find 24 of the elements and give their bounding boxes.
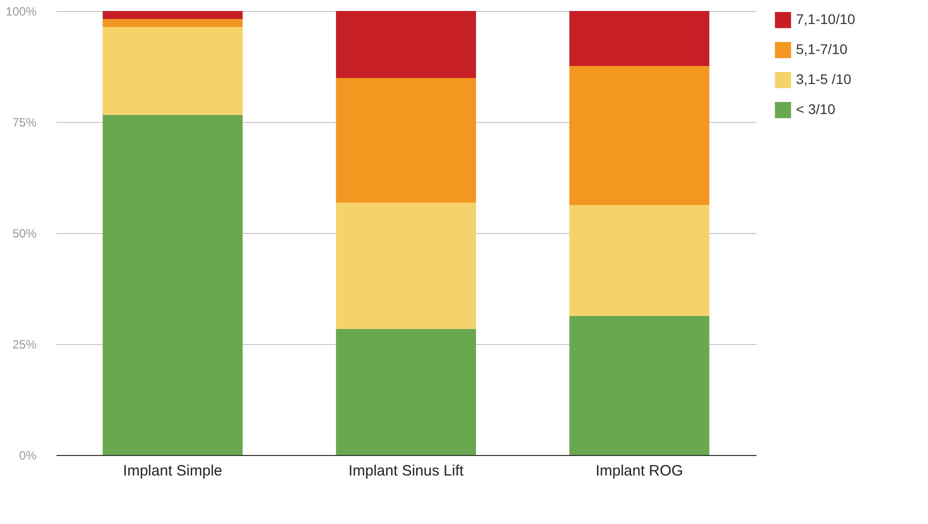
legend-label: < 3/10 (796, 101, 836, 117)
bar (336, 202, 476, 329)
bar (336, 11, 476, 78)
y-tick-label: 50% (12, 226, 37, 240)
legend-label: 7,1-10/10 (796, 11, 856, 27)
y-tick-label: 100% (6, 4, 37, 18)
legend-label: 3,1-5 /10 (796, 71, 852, 87)
bar (102, 11, 243, 19)
x-tick-label: Implant ROG (596, 462, 684, 480)
y-tick-label: 75% (12, 116, 37, 130)
bar (102, 26, 243, 115)
bar (102, 18, 243, 27)
y-tick-label: 0% (19, 448, 37, 462)
y-tick-label: 25% (12, 338, 37, 352)
x-tick-label: Implant Simple (123, 462, 222, 480)
bar (102, 114, 243, 455)
bar (569, 66, 710, 206)
legend-label: 5,1-7/10 (796, 41, 848, 57)
bar (569, 316, 710, 455)
bar (569, 11, 710, 66)
bar (336, 78, 476, 203)
bar (569, 205, 710, 316)
x-tick-label: Implant Sinus Lift (348, 462, 464, 480)
bar (336, 328, 476, 455)
